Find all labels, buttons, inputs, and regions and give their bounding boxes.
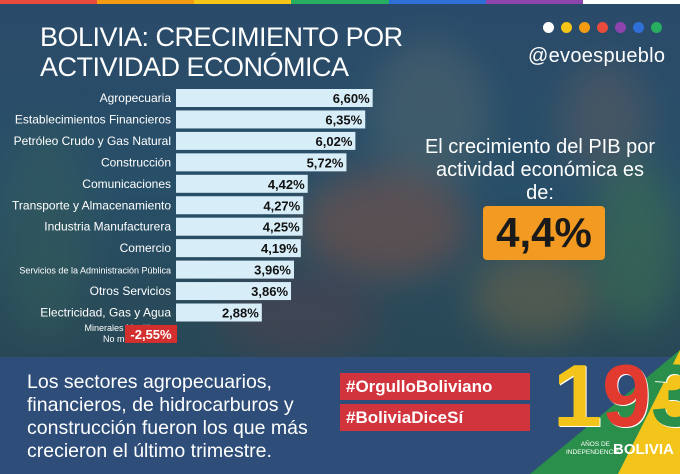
value-label: 4,19% (261, 241, 298, 256)
category-label: Servicios de la Administración Pública (19, 266, 171, 276)
logo-digit: 1 (553, 346, 602, 445)
bar (176, 174, 308, 193)
bar (176, 303, 262, 322)
logo-subtitle-line1: AÑOS DE (580, 441, 610, 448)
logo-subtitle-line2: INDEPENDENCIA (566, 449, 620, 456)
value-label: 4,42% (268, 177, 305, 192)
color-dots (543, 22, 662, 33)
summary-line3: construcción fueron los que más (27, 417, 308, 439)
bar (176, 260, 295, 279)
category-label: Comunicaciones (82, 177, 171, 191)
bar (176, 131, 356, 150)
value-label: 6,35% (325, 112, 362, 127)
color-dot (615, 22, 626, 33)
bar (176, 282, 292, 301)
summary-text: Los sectores agropecuarios, financieros,… (27, 371, 327, 463)
value-label: 4,27% (263, 198, 300, 213)
stripe-segment (291, 0, 389, 4)
color-stripe (0, 0, 680, 4)
value-label: 6,02% (316, 134, 353, 149)
category-label: Establecimientos Financieros (15, 112, 171, 126)
anniversary-logo (530, 350, 680, 474)
stripe-segment (97, 0, 195, 4)
stripe-segment (388, 0, 486, 4)
category-label: Industria Manufacturera (44, 220, 171, 234)
chart-title-line2: ACTIVIDAD ECONÓMICA (40, 52, 349, 82)
stripe-segment (0, 0, 98, 4)
pib-value: 4,4% (483, 206, 605, 260)
color-dot (651, 22, 662, 33)
value-label: 2,88% (222, 306, 259, 321)
hashtag-orgullo: #OrgulloBoliviano (340, 373, 530, 400)
bar (176, 239, 301, 258)
category-label: Otros Servicios (90, 284, 171, 298)
value-label: 4,25% (263, 220, 300, 235)
chart-title-line1: BOLIVIA: CRECIMIENTO POR (40, 22, 403, 52)
pib-statement: El crecimiento del PIB por actividad eco… (420, 136, 660, 205)
stripe-segment (485, 0, 583, 4)
social-handle: @evoespueblo (528, 45, 666, 67)
color-dot (597, 22, 608, 33)
bar (125, 324, 177, 343)
category-label: Comercio (120, 241, 172, 255)
color-dot (543, 22, 554, 33)
category-label: Construcción (101, 155, 171, 169)
color-dot (579, 22, 590, 33)
stripe-segment (194, 0, 292, 4)
summary-line4: crecieron el último trimestre. (27, 440, 272, 462)
category-label: Transporte y Almacenamiento (12, 198, 171, 212)
logo-digit: 3 (650, 346, 680, 445)
category-label: Electricidad, Gas y Agua (40, 306, 171, 320)
value-label: -2,55% (130, 327, 172, 342)
bar (176, 153, 347, 172)
value-label: 6,60% (333, 91, 370, 106)
logo-country: BOLIVIA (613, 441, 674, 458)
chart-title: BOLIVIA: CRECIMIENTO POR ACTIVIDAD ECONÓ… (40, 22, 403, 82)
summary-line1: Los sectores agropecuarios, (27, 371, 272, 393)
color-dot (633, 22, 644, 33)
bar (176, 217, 303, 236)
color-dot (561, 22, 572, 33)
pib-line2: actividad económica es de: (436, 159, 644, 204)
value-label: 3,86% (251, 284, 288, 299)
value-label: 5,72% (307, 155, 344, 170)
category-label: Agropecuaria (100, 91, 172, 105)
logo-digit: 9 (601, 346, 651, 445)
stripe-segment (582, 0, 680, 4)
bar (176, 196, 304, 215)
bar (176, 89, 373, 107)
pib-line1: El crecimiento del PIB por (424, 136, 656, 158)
logo-subtitle: AÑOS DE INDEPENDENCIA (566, 441, 620, 457)
summary-line2: financieros, de hidrocarburos y (27, 394, 294, 416)
hashtag-bolivia: #BoliviaDiceSí (340, 404, 530, 431)
category-label: Petróleo Crudo y Gas Natural (14, 134, 171, 148)
bar (176, 110, 366, 129)
value-label: 3,96% (254, 263, 291, 278)
